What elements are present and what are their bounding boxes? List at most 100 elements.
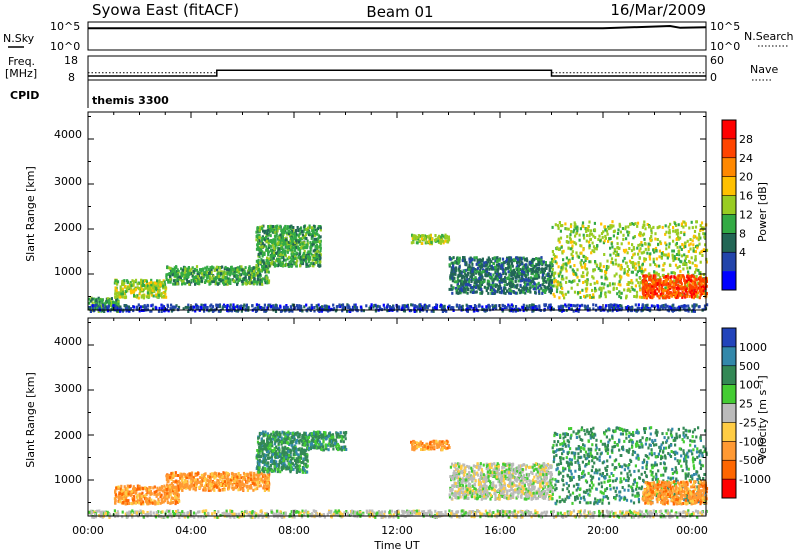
power-cell (639, 277, 641, 280)
power-cell (559, 241, 561, 244)
power-cell (279, 305, 281, 308)
power-cell (618, 295, 620, 298)
power-cell (384, 307, 386, 310)
power-cell (484, 274, 486, 277)
power-cell (135, 295, 137, 298)
power-cell (424, 306, 426, 309)
power-cell (562, 305, 564, 308)
power-cell (286, 231, 288, 234)
power-cell (667, 257, 669, 260)
power-cell (619, 280, 621, 283)
power-cell (509, 289, 511, 292)
power-cell (662, 226, 664, 229)
power-cell (188, 283, 190, 286)
power-cell (637, 253, 639, 256)
power-cell (543, 303, 545, 306)
power-cell (601, 276, 603, 279)
power-cell (169, 278, 171, 281)
power-cell (510, 285, 512, 288)
power-cell (486, 268, 488, 271)
power-cell (569, 260, 571, 263)
power-cell (700, 290, 702, 293)
power-cell (678, 258, 680, 261)
power-cell (421, 235, 423, 238)
power-cell (598, 235, 600, 238)
power-cell (373, 304, 375, 307)
power-cell (276, 238, 278, 241)
power-cell (229, 282, 231, 285)
power-cell (471, 286, 473, 289)
power-cell (582, 225, 584, 228)
power-cell (544, 286, 546, 289)
power-cell (421, 237, 423, 240)
power-cell (582, 271, 584, 274)
power-cell (574, 235, 576, 238)
power-cell (569, 233, 571, 236)
power-cell (683, 294, 685, 297)
power-cell (572, 250, 574, 253)
power-cell (675, 229, 677, 232)
power-cell (575, 227, 577, 230)
power-cell (678, 250, 680, 253)
power-cell (201, 307, 203, 310)
power-cell (630, 306, 632, 309)
power-cell (543, 279, 545, 282)
power-cell (588, 241, 590, 244)
power-cell (541, 276, 543, 279)
power-cell (214, 269, 216, 272)
power-cell (583, 234, 585, 237)
power-cell (505, 280, 507, 283)
power-cell (560, 224, 562, 227)
nsky-panel: N.Sky 10^5 10^0 10^5 10^0 N.Search (3, 20, 794, 53)
power-cell (641, 270, 643, 273)
power-cell (473, 278, 475, 281)
power-cell (435, 303, 437, 306)
power-cell (643, 221, 645, 224)
power-cell (176, 282, 178, 285)
power-cell (285, 259, 287, 262)
power-cell (434, 234, 436, 237)
power-cell (579, 305, 581, 308)
power-cell (209, 271, 211, 274)
power-cell (592, 235, 594, 238)
power-cell (222, 307, 224, 310)
power-cell (251, 281, 253, 284)
power-cell (189, 272, 191, 275)
power-cell (665, 247, 667, 250)
power-cell (552, 250, 554, 253)
power-cell (371, 303, 373, 306)
power-cell (258, 242, 260, 245)
power-cell (631, 271, 633, 274)
power-cell (633, 246, 635, 249)
power-cell (272, 238, 274, 241)
power-cell (693, 275, 695, 278)
power-cell (165, 296, 167, 299)
power-cell (155, 307, 157, 310)
cpid-label: CPID (10, 89, 39, 102)
power-cell (635, 284, 637, 287)
power-cell (279, 225, 281, 228)
power-cell (646, 295, 648, 298)
power-cell (662, 296, 664, 299)
power-cell (702, 279, 704, 282)
power-cell (488, 268, 490, 271)
power-cell (552, 285, 554, 288)
power-cell (656, 250, 658, 253)
power-cell (293, 253, 295, 256)
power-cell (290, 237, 292, 240)
power-cell (685, 290, 687, 293)
power-cell (572, 257, 574, 260)
power-cell (144, 287, 146, 290)
power-cell (565, 276, 567, 279)
power-cell (301, 230, 303, 233)
power-cell (529, 291, 531, 294)
power-cell (529, 261, 531, 264)
power-cell (377, 305, 379, 308)
power-cell (566, 257, 568, 260)
power-cell (122, 283, 124, 286)
power-cell (563, 250, 565, 253)
power-cell (667, 295, 669, 298)
power-cell (556, 290, 558, 293)
power-cell (672, 240, 674, 243)
power-cell (652, 226, 654, 229)
